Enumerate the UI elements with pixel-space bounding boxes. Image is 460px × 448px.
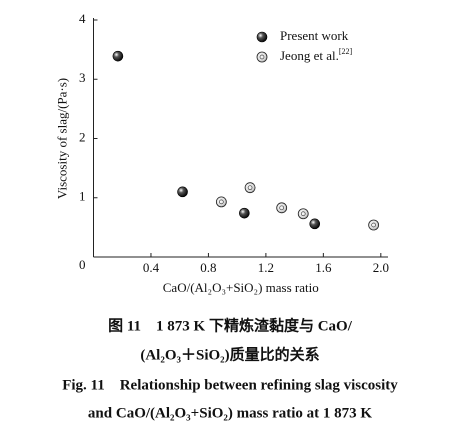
x-tick-label: 0.4: [143, 260, 160, 275]
marker-inner: [247, 185, 253, 191]
caption-en: Fig. 11 Relationship between refining sl…: [62, 377, 398, 393]
data-point: [244, 182, 256, 194]
x-tick-label: 1.6: [315, 260, 332, 275]
legend-label: Jeong et al.: [280, 48, 339, 63]
marker-inner: [371, 222, 376, 228]
legend-reference: [22]: [339, 47, 353, 56]
caption-zh: (Al₂O₃＋SiO₂)质量比的关系: [140, 345, 319, 363]
data-point: [239, 207, 250, 219]
legend-marker: [256, 31, 268, 43]
data-point: [112, 50, 124, 62]
marker-inner: [279, 205, 285, 211]
y-tick-label: 2: [79, 129, 86, 144]
y-tick-label: 3: [79, 70, 86, 85]
legend-marker: [256, 51, 268, 63]
data-point: [297, 208, 309, 220]
data-point: [177, 186, 188, 198]
plot: 0 1 2 3 4 0.4 0.8 1.2 1.6 2.0 CaO/(Al₂O₃+SiO₂) mas…: [54, 11, 388, 295]
marker-inner: [259, 54, 265, 60]
legend-label: Present work: [280, 28, 349, 43]
caption-en: and CaO/(Al₂O₃+SiO₂) mass ratio at 1 873…: [88, 405, 372, 421]
legend-label: Jeong et al.[22]: [280, 47, 353, 63]
x-axis-label: CaO/(Al₂O₃+SiO₂) mass ratio: [163, 280, 319, 295]
legend-label: Present work: [280, 28, 349, 43]
y-axis-label: Viscosity of slag/(Pa·s): [54, 78, 69, 199]
y-tick-label: 1: [79, 189, 86, 204]
marker-inner: [219, 199, 224, 205]
data-point: [309, 218, 321, 230]
y-tick-label: 0: [79, 257, 86, 272]
data-point: [368, 219, 380, 231]
data-point: [215, 196, 227, 208]
x-tick-label: 0.8: [200, 260, 216, 275]
data-point: [276, 202, 288, 214]
x-tick-label: 1.2: [258, 260, 274, 275]
y-tick-label: 4: [79, 11, 86, 26]
marker-inner: [300, 211, 306, 217]
caption-zh: 图 11 1 873 K 下精炼渣黏度与 CaO/: [108, 316, 353, 334]
x-tick-label: 2.0: [373, 260, 389, 275]
